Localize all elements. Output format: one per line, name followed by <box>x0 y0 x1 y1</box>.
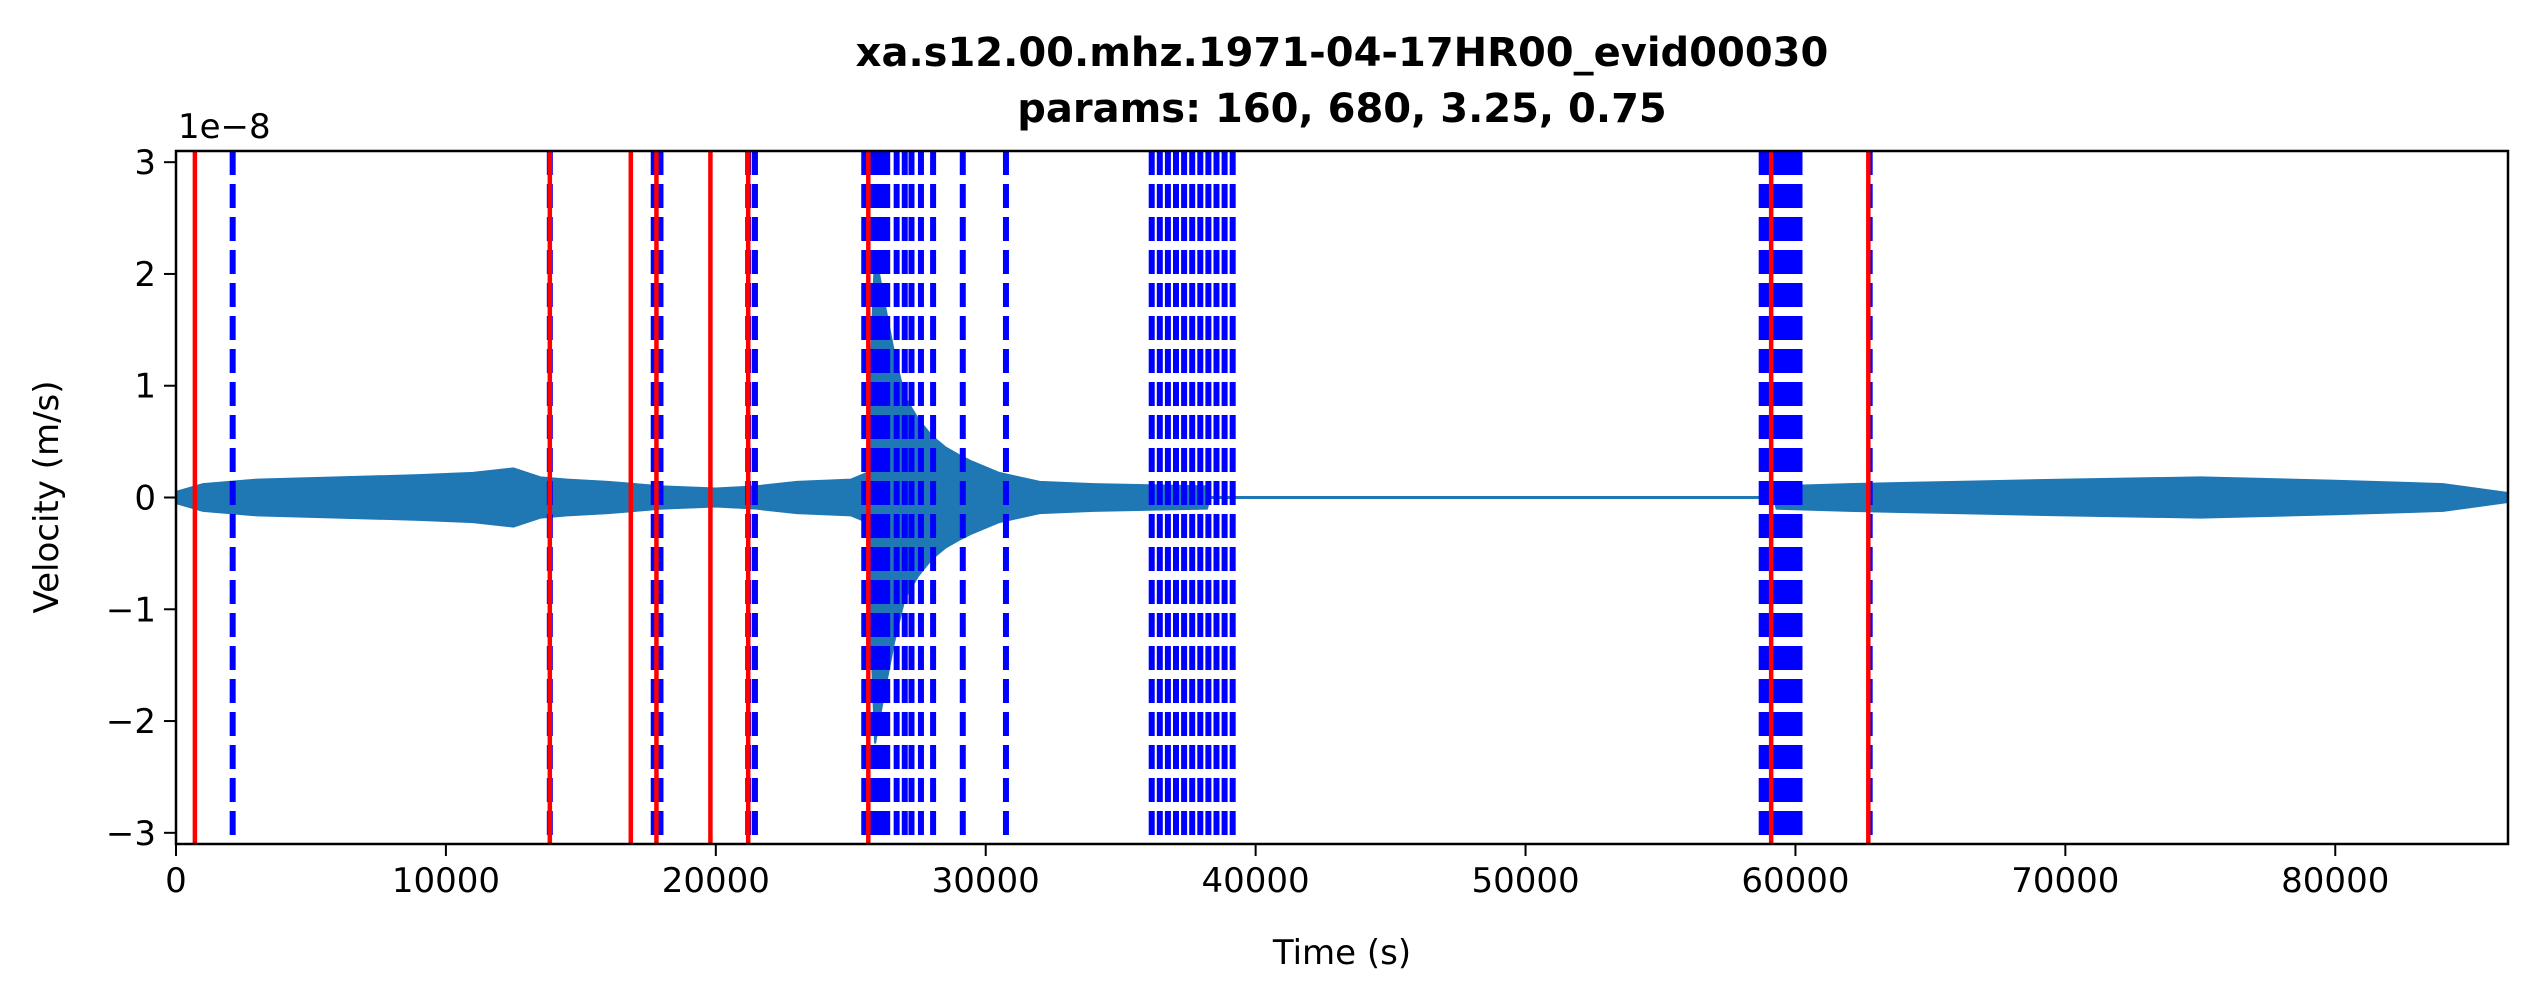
chart-title-line2: params: 160, 680, 3.25, 0.75 <box>1017 86 1667 132</box>
x-tick-label: 0 <box>165 861 187 901</box>
chart-title-line1: xa.s12.00.mhz.1971-04-17HR00_evid00030 <box>856 30 1829 76</box>
x-tick-label: 20000 <box>662 861 770 901</box>
y-offset-label: 1e−8 <box>178 107 271 147</box>
trigger-lines <box>192 151 1871 844</box>
x-tick-label: 80000 <box>2281 861 2389 901</box>
x-tick-label: 70000 <box>2011 861 2119 901</box>
x-axis-ticks: 0 10000 20000 30000 40000 50000 60000 70000 8000… <box>165 844 2389 901</box>
x-tick-label: 40000 <box>1202 861 1310 901</box>
x-tick-label: 10000 <box>392 861 500 901</box>
y-axis-label: Velocity (m/s) <box>27 380 67 613</box>
y-tick-label: 1 <box>134 367 156 407</box>
y-tick-label: −2 <box>106 702 156 742</box>
signal-layer <box>176 251 2508 744</box>
x-tick-label: 60000 <box>1741 861 1849 901</box>
x-tick-label: 50000 <box>1471 861 1579 901</box>
y-tick-label: 0 <box>134 479 156 519</box>
y-tick-label: 2 <box>134 255 156 295</box>
plot-area <box>176 151 2508 844</box>
y-tick-label: −3 <box>106 814 156 854</box>
x-tick-label: 30000 <box>932 861 1040 901</box>
y-tick-label: 3 <box>134 143 156 183</box>
y-axis-ticks: 3 2 1 0 −1 −2 −3 <box>106 143 176 854</box>
y-tick-label: −1 <box>106 590 156 630</box>
x-axis-label: Time (s) <box>1272 933 1411 973</box>
